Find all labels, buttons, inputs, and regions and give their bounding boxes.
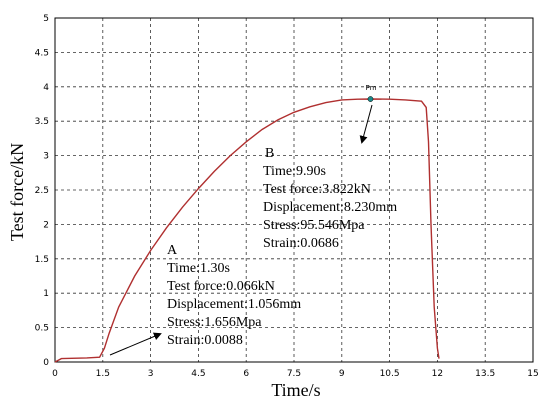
annotation-b: B Time:9.90s Test force:3.822kN Displace… xyxy=(263,146,397,251)
y-tick-label: 0.5 xyxy=(35,324,49,334)
annotation-b-force: Test force:3.822kN xyxy=(263,182,371,197)
x-tick-label: 15 xyxy=(527,369,538,379)
annotation-b-displacement: Displacement:8.230mm xyxy=(263,200,397,215)
y-axis-label: Test force/kN xyxy=(7,143,27,241)
y-tick-labels: 0 0.5 1 1.5 2 2.5 3 3.5 4 4.5 5 xyxy=(35,14,50,368)
y-tick-label: 2.5 xyxy=(35,186,49,196)
y-tick-label: 0 xyxy=(43,358,49,368)
annotation-b-strain: Strain:0.0686 xyxy=(263,236,339,251)
annotation-b-arrow xyxy=(359,104,373,144)
y-tick-label: 5 xyxy=(43,14,49,24)
peak-marker-label: Pm xyxy=(365,84,376,92)
y-tick-label: 3.5 xyxy=(35,117,49,127)
x-tick-label: 10.5 xyxy=(380,369,400,379)
y-tick-label: 4.5 xyxy=(35,48,49,58)
y-tick-label: 2 xyxy=(43,220,49,230)
x-tick-label: 0 xyxy=(52,369,58,379)
y-tick-label: 1.5 xyxy=(35,255,49,265)
x-tick-label: 12 xyxy=(432,369,443,379)
y-tick-label: 4 xyxy=(43,83,49,93)
annotation-a-displacement: Displacement:1.056mm xyxy=(167,297,301,312)
x-tick-label: 6 xyxy=(243,369,249,379)
x-tick-labels: 0 1.5 3 4.5 6 7.5 9 10.5 12 13.5 15 xyxy=(52,369,539,379)
annotation-b-time: Time:9.90s xyxy=(263,164,326,179)
peak-marker xyxy=(367,96,374,102)
x-tick-label: 9 xyxy=(339,369,345,379)
annotation-b-stress: Stress:95.546Mpa xyxy=(263,218,365,233)
annotation-a-stress: Stress:1.656Mpa xyxy=(167,315,262,330)
annotation-b-letter: B xyxy=(265,146,274,161)
annotation-a: A Time:1.30s Test force:0.066kN Displace… xyxy=(167,243,301,348)
annotation-a-arrow xyxy=(109,332,162,356)
grid-lines xyxy=(55,18,533,362)
annotation-a-time: Time:1.30s xyxy=(167,261,230,276)
annotation-a-force: Test force:0.066kN xyxy=(167,279,275,294)
annotation-a-letter: A xyxy=(167,243,178,258)
x-tick-label: 1.5 xyxy=(96,369,110,379)
series-line xyxy=(54,98,440,363)
x-tick-label: 3 xyxy=(148,369,154,379)
x-axis-label: Time/s xyxy=(271,380,320,400)
x-tick-label: 13.5 xyxy=(475,369,495,379)
y-tick-label: 3 xyxy=(43,152,49,162)
x-tick-label: 4.5 xyxy=(191,369,205,379)
x-tick-label: 7.5 xyxy=(287,369,301,379)
y-tick-label: 1 xyxy=(43,289,49,299)
plot-frame xyxy=(54,17,534,363)
annotation-a-strain: Strain:0.0088 xyxy=(167,333,243,348)
